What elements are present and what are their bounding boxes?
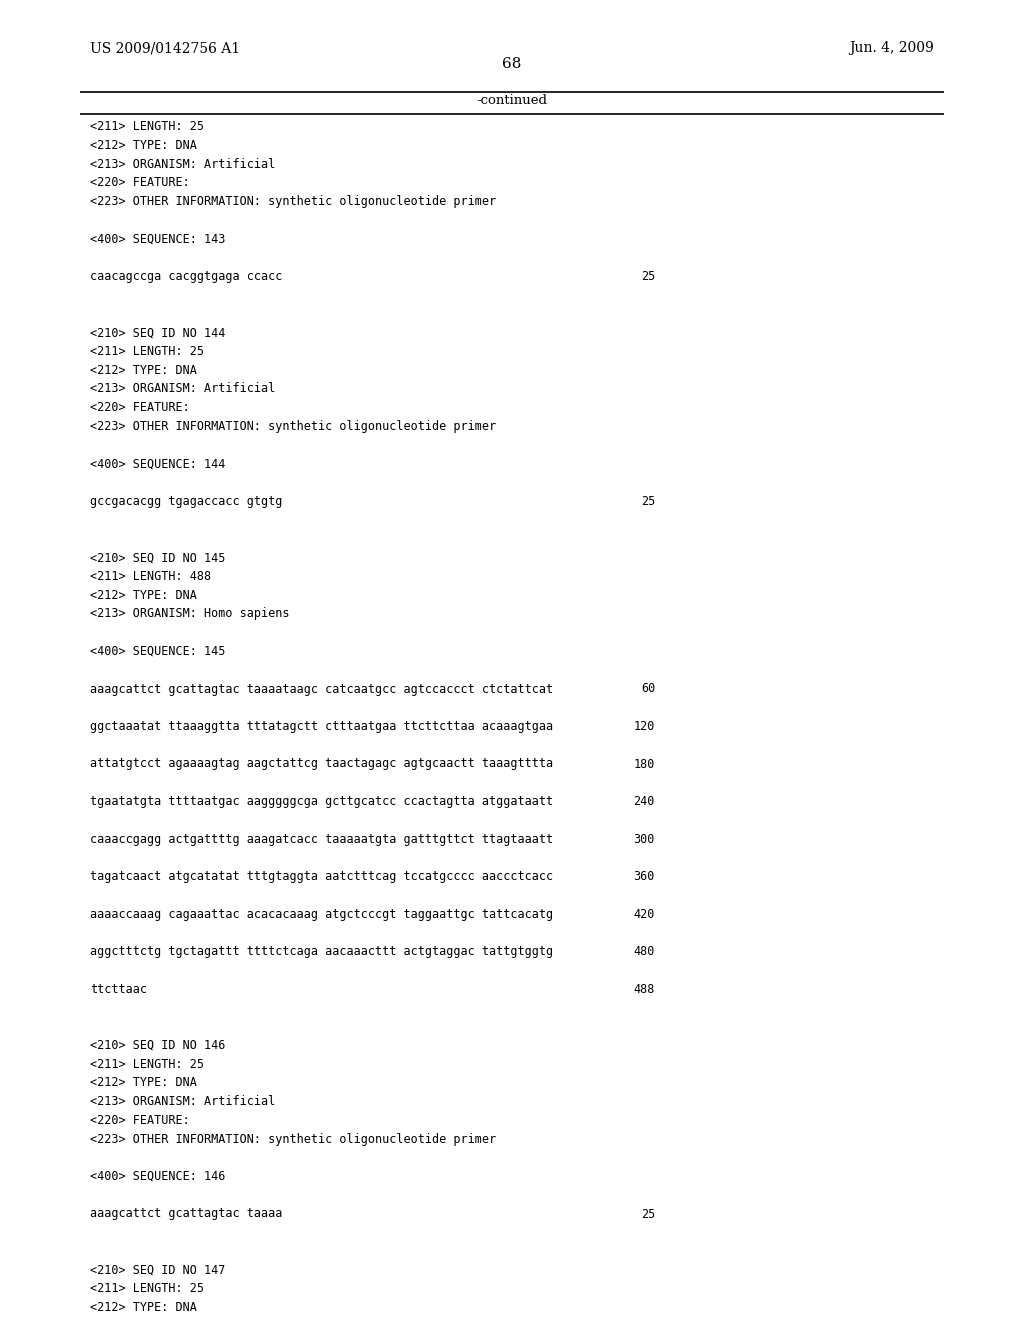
Text: <211> LENGTH: 25: <211> LENGTH: 25 [90,1283,204,1295]
Text: -continued: -continued [476,94,548,107]
Text: <220> FEATURE:: <220> FEATURE: [90,1114,189,1127]
Text: caacagccga cacggtgaga ccacc: caacagccga cacggtgaga ccacc [90,271,283,282]
Text: 120: 120 [634,719,655,733]
Text: <213> ORGANISM: Artificial: <213> ORGANISM: Artificial [90,1096,275,1107]
Text: <400> SEQUENCE: 145: <400> SEQUENCE: 145 [90,645,225,657]
Text: <400> SEQUENCE: 144: <400> SEQUENCE: 144 [90,458,225,470]
Text: 488: 488 [634,982,655,995]
Text: 360: 360 [634,870,655,883]
Text: 68: 68 [503,57,521,71]
Text: 180: 180 [634,758,655,771]
Text: 480: 480 [634,945,655,958]
Text: ggctaaatat ttaaaggtta tttatagctt ctttaatgaa ttcttcttaa acaaagtgaa: ggctaaatat ttaaaggtta tttatagctt ctttaat… [90,719,553,733]
Text: 25: 25 [641,271,655,282]
Text: tgaatatgta ttttaatgac aagggggcga gcttgcatcc ccactagtta atggataatt: tgaatatgta ttttaatgac aagggggcga gcttgca… [90,795,553,808]
Text: <220> FEATURE:: <220> FEATURE: [90,401,189,414]
Text: <400> SEQUENCE: 143: <400> SEQUENCE: 143 [90,232,225,246]
Text: gccgacacgg tgagaccacc gtgtg: gccgacacgg tgagaccacc gtgtg [90,495,283,508]
Text: <212> TYPE: DNA: <212> TYPE: DNA [90,139,197,152]
Text: <212> TYPE: DNA: <212> TYPE: DNA [90,1076,197,1089]
Text: <220> FEATURE:: <220> FEATURE: [90,177,189,189]
Text: <210> SEQ ID NO 147: <210> SEQ ID NO 147 [90,1263,225,1276]
Text: <210> SEQ ID NO 144: <210> SEQ ID NO 144 [90,326,225,339]
Text: 240: 240 [634,795,655,808]
Text: tagatcaact atgcatatat tttgtaggta aatctttcag tccatgcccc aaccctcacc: tagatcaact atgcatatat tttgtaggta aatcttt… [90,870,553,883]
Text: US 2009/0142756 A1: US 2009/0142756 A1 [90,41,240,55]
Text: aaagcattct gcattagtac taaaa: aaagcattct gcattagtac taaaa [90,1208,283,1221]
Text: ttcttaac: ttcttaac [90,982,147,995]
Text: <211> LENGTH: 488: <211> LENGTH: 488 [90,570,211,583]
Text: 300: 300 [634,833,655,846]
Text: 60: 60 [641,682,655,696]
Text: <211> LENGTH: 25: <211> LENGTH: 25 [90,345,204,358]
Text: <223> OTHER INFORMATION: synthetic oligonucleotide primer: <223> OTHER INFORMATION: synthetic oligo… [90,420,496,433]
Text: <223> OTHER INFORMATION: synthetic oligonucleotide primer: <223> OTHER INFORMATION: synthetic oligo… [90,1133,496,1146]
Text: <212> TYPE: DNA: <212> TYPE: DNA [90,1302,197,1315]
Text: <213> ORGANISM: Artificial: <213> ORGANISM: Artificial [90,383,275,396]
Text: <211> LENGTH: 25: <211> LENGTH: 25 [90,1057,204,1071]
Text: aggctttctg tgctagattt ttttctcaga aacaaacttt actgtaggac tattgtggtg: aggctttctg tgctagattt ttttctcaga aacaaac… [90,945,553,958]
Text: caaaccgagg actgattttg aaagatcacc taaaaatgta gatttgttct ttagtaaatt: caaaccgagg actgattttg aaagatcacc taaaaat… [90,833,553,846]
Text: aaagcattct gcattagtac taaaataagc catcaatgcc agtccaccct ctctattcat: aaagcattct gcattagtac taaaataagc catcaat… [90,682,553,696]
Text: <210> SEQ ID NO 146: <210> SEQ ID NO 146 [90,1039,225,1052]
Text: <212> TYPE: DNA: <212> TYPE: DNA [90,589,197,602]
Text: <211> LENGTH: 25: <211> LENGTH: 25 [90,120,204,133]
Text: Jun. 4, 2009: Jun. 4, 2009 [849,41,934,55]
Text: <213> ORGANISM: Homo sapiens: <213> ORGANISM: Homo sapiens [90,607,290,620]
Text: attatgtcct agaaaagtag aagctattcg taactagagc agtgcaactt taaagtttta: attatgtcct agaaaagtag aagctattcg taactag… [90,758,553,771]
Text: 420: 420 [634,908,655,920]
Text: <212> TYPE: DNA: <212> TYPE: DNA [90,364,197,376]
Text: 25: 25 [641,495,655,508]
Text: <213> ORGANISM: Artificial: <213> ORGANISM: Artificial [90,157,275,170]
Text: <400> SEQUENCE: 146: <400> SEQUENCE: 146 [90,1170,225,1183]
Text: 25: 25 [641,1208,655,1221]
Text: <210> SEQ ID NO 145: <210> SEQ ID NO 145 [90,552,225,564]
Text: aaaaccaaag cagaaattac acacacaaag atgctcccgt taggaattgc tattcacatg: aaaaccaaag cagaaattac acacacaaag atgctcc… [90,908,553,920]
Text: <223> OTHER INFORMATION: synthetic oligonucleotide primer: <223> OTHER INFORMATION: synthetic oligo… [90,195,496,209]
